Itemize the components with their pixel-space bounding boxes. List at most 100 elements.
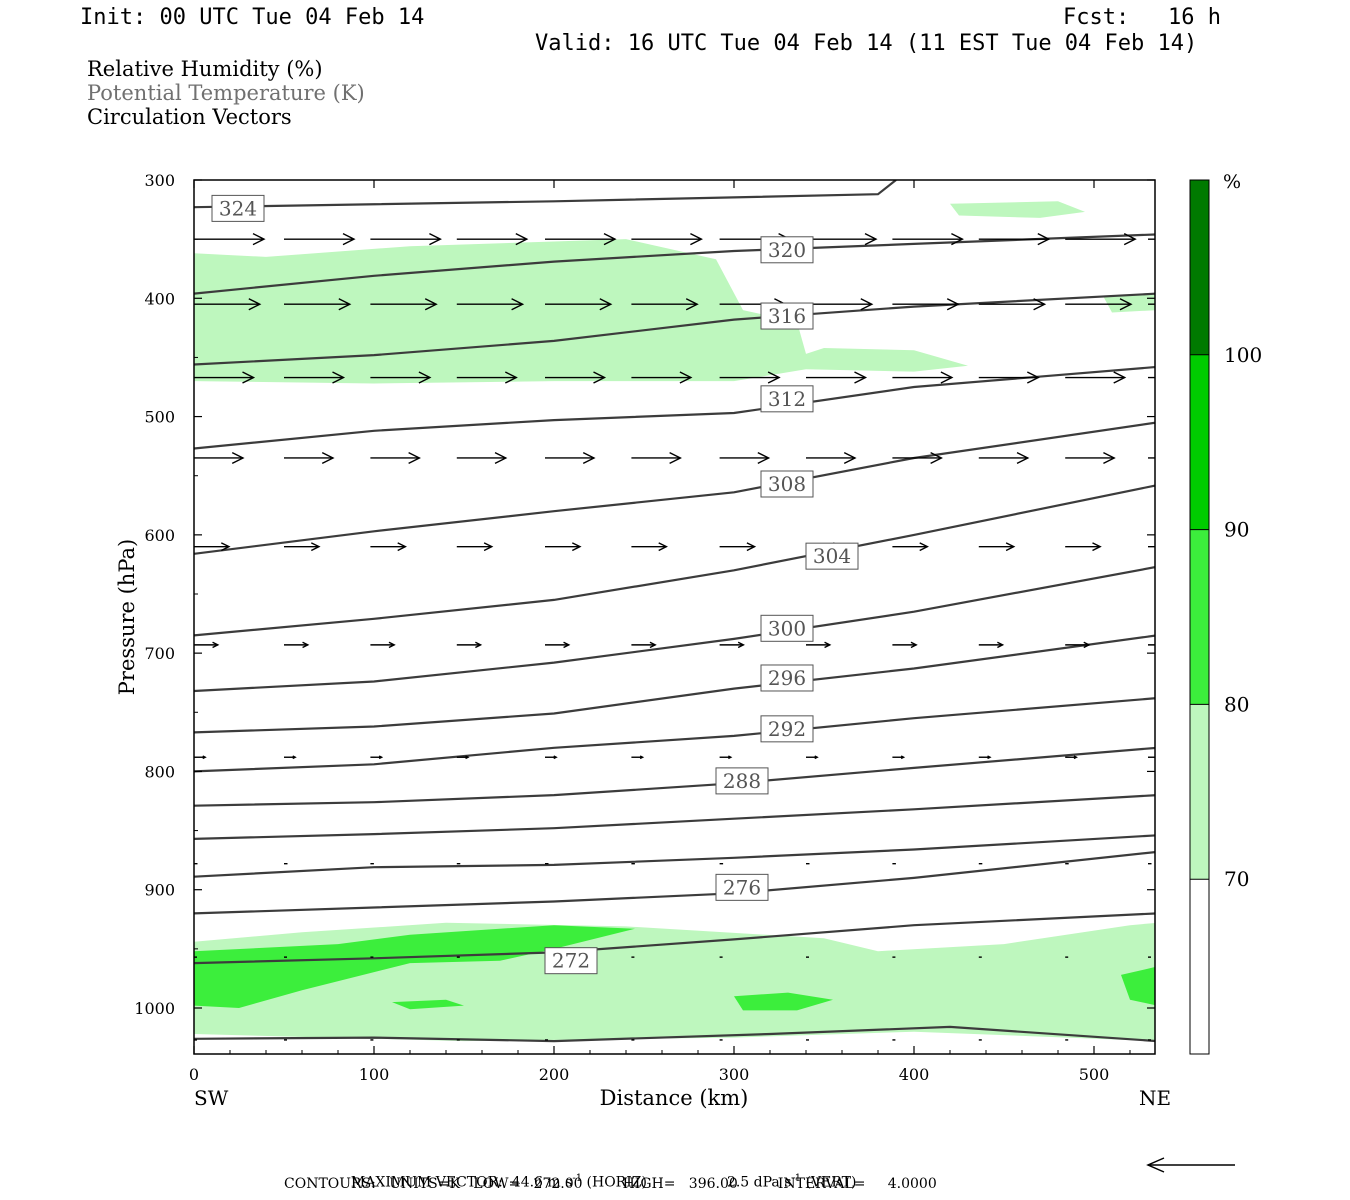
wind-vector (806, 233, 878, 246)
wind-vector (284, 233, 356, 246)
wind-vector-head (843, 451, 857, 464)
contour-label-288: 288 (723, 769, 761, 793)
wind-vector (806, 298, 874, 311)
wind-vector (284, 298, 352, 311)
wind-vector (719, 451, 771, 464)
colorbar-label-100: 100 (1224, 343, 1262, 367)
wind-vector (978, 542, 1016, 552)
wind-vector (370, 542, 407, 552)
wind-vector (284, 542, 321, 552)
wind-vector-head (1157, 756, 1159, 758)
wind-vector (545, 641, 571, 649)
wind-vector-head (418, 371, 432, 384)
wind-vector-head (669, 451, 682, 464)
colorbar-segment-4 (1190, 180, 1209, 355)
y-tick-label-700: 700 (144, 644, 175, 663)
wind-vector (284, 755, 297, 760)
wind-vector-head (690, 233, 703, 246)
wind-vector-head (465, 755, 470, 760)
wind-vector (194, 641, 220, 649)
legend-circulation-vectors: Circulation Vectors (87, 105, 292, 129)
contour-label-box-320 (760, 236, 814, 264)
wind-vector-head (685, 298, 699, 311)
y-tick-label-900: 900 (144, 881, 175, 900)
wind-vector (1065, 641, 1091, 649)
contour-label-box-312 (760, 385, 814, 413)
wind-vector (456, 298, 525, 311)
wind-vector (892, 371, 954, 384)
wind-vector-head (1103, 451, 1116, 464)
wind-vector (545, 298, 613, 311)
wind-vector (456, 451, 508, 464)
wind-vector (370, 298, 438, 311)
wind-vector-head (332, 371, 346, 384)
wind-vector-head (814, 755, 819, 760)
wind-vector (284, 641, 310, 649)
wind-vector-head (864, 233, 878, 246)
wind-vector (370, 755, 384, 760)
wind-vector (545, 542, 582, 552)
wind-vector (719, 641, 745, 649)
contour-label-308: 308 (768, 472, 806, 496)
colorbar-label-90: 90 (1224, 518, 1249, 542)
contour-labels: 324 320 316 312 308 304 300 296 292 288 276 272 (211, 194, 859, 975)
reference-vector-arrow (1146, 1157, 1235, 1173)
theta-line-296 (194, 634, 1155, 734)
wind-vector (194, 451, 245, 464)
theta-line-14 (194, 1025, 1155, 1043)
x-tick-label-300: 300 (719, 1065, 750, 1084)
valid-time: Valid: 16 UTC Tue 04 Feb 14 (11 EST Tue … (535, 31, 1198, 56)
rh-region-80-7 (1121, 967, 1155, 1006)
wind-vector (892, 233, 964, 246)
colorbar-segment-1 (1190, 704, 1209, 880)
init-time: Init: 00 UTC Tue 04 Feb 14 (80, 5, 425, 30)
y-tick-label-1000: 1000 (134, 999, 175, 1018)
contour-label-box-292 (760, 715, 814, 743)
contour-label-312: 312 (768, 387, 806, 411)
wind-vector (1148, 756, 1159, 758)
wind-vector (545, 233, 617, 246)
wind-vector-head (310, 542, 321, 552)
contour-label-296: 296 (768, 666, 806, 690)
y-tick-label-300: 300 (144, 171, 175, 190)
x-endpoint-left: SW (194, 1086, 229, 1110)
theta-contours (194, 180, 1155, 1043)
max-vector-vert-unit-exp: -1 (791, 1173, 802, 1184)
wind-vector (892, 298, 960, 311)
contour-label-276: 276 (723, 875, 761, 899)
wind-vector (545, 451, 596, 464)
wind-vector-head (424, 298, 438, 311)
wind-vector-head (582, 451, 596, 464)
wind-vector-head (202, 755, 207, 760)
wind-vector (545, 371, 607, 384)
wind-vector (1065, 755, 1078, 760)
contour-label-316: 316 (768, 304, 806, 328)
wind-vector (978, 451, 1030, 464)
wind-vector-head (302, 641, 310, 649)
y-axis-title: Pressure (hPa) (115, 539, 139, 695)
wind-vector-head (649, 641, 657, 649)
contour-label-320: 320 (768, 238, 806, 262)
wind-vector (978, 755, 992, 760)
wind-vector (892, 451, 943, 464)
legend-relative-humidity: Relative Humidity (%) (87, 57, 323, 81)
wind-vector-head (397, 542, 407, 552)
wind-vector-head (1073, 755, 1078, 760)
wind-vector-head (919, 542, 929, 552)
colorbar-frame (1189, 179, 1210, 1055)
wind-vector (978, 641, 1005, 649)
wind-vector-head (388, 641, 396, 649)
wind-vector-head (429, 233, 442, 246)
max-vector-vert-suffix: (VERT) (801, 1174, 857, 1191)
wind-vector-head (930, 451, 943, 464)
wind-vector-head (639, 755, 645, 760)
rh-region-80-5 (392, 999, 464, 1010)
contour-label-box-300 (760, 614, 814, 642)
theta-line-292 (194, 697, 1155, 773)
wind-vector-head (242, 371, 256, 384)
wind-vector (978, 298, 1047, 311)
y-tick-label-500: 500 (144, 408, 175, 427)
wind-vector-head (737, 641, 745, 649)
wind-vector (631, 755, 645, 760)
